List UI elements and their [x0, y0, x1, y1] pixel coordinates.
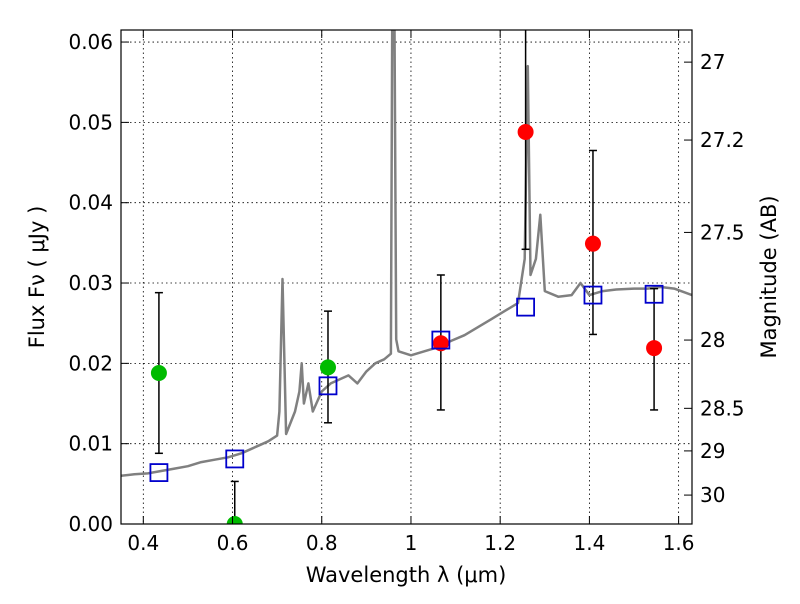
data-point-square: [644, 284, 664, 304]
y-tick-label: 0.00: [68, 512, 113, 536]
data-point: [432, 335, 449, 352]
x-tick-label: 0.6: [217, 531, 249, 555]
x-tick-label: 1.6: [663, 531, 695, 555]
y-axis-label: Flux Fν ( μJy ): [25, 206, 49, 349]
x-tick-label: 0.4: [127, 531, 159, 555]
x-tick-label: 1.4: [573, 531, 605, 555]
y-tick-label: 0.01: [68, 432, 113, 456]
data-point-square: [583, 285, 603, 305]
x-tick-label: 0.8: [306, 531, 338, 555]
right-tick-label: 28.5: [700, 396, 745, 420]
axis-ticks: 0.4 0.6 0.8 1 1.2 1.4 1.6 0.00 0.01 0.02 0.03 0.04 0…: [68, 30, 745, 555]
data-point: [319, 359, 336, 376]
data-point: [150, 364, 167, 381]
data-point: [584, 235, 601, 252]
right-axis-label: Magnitude (AB): [757, 195, 781, 358]
data-point-square: [225, 449, 245, 469]
right-tick-label: 30: [700, 483, 725, 507]
right-tick-label: 27.2: [700, 128, 745, 152]
data-point-square: [431, 330, 451, 350]
data-point: [226, 516, 243, 524]
data-point: [646, 340, 663, 357]
data-point-square: [318, 376, 338, 396]
y-tick-label: 0.04: [68, 191, 113, 215]
y-tick-label: 0.02: [68, 351, 113, 375]
y-tick-label: 0.06: [68, 30, 113, 54]
model-spectrum-line: [121, 30, 692, 478]
right-tick-label: 27.5: [700, 220, 745, 244]
x-axis-label: Wavelength λ (μm): [306, 563, 507, 587]
data-point-square: [149, 463, 169, 482]
plot-frame: [120, 29, 693, 525]
x-tick-label: 1: [405, 531, 418, 555]
series-layer: [121, 30, 692, 524]
x-tick-label: 1.2: [484, 531, 516, 555]
right-tick-label: 28: [700, 328, 725, 352]
data-point: [517, 124, 534, 141]
y-tick-label: 0.05: [68, 110, 113, 134]
data-point-square: [516, 297, 536, 317]
right-tick-label: 27: [700, 50, 725, 74]
y-tick-label: 0.03: [68, 271, 113, 295]
right-tick-label: 29: [700, 439, 725, 463]
grid: [121, 30, 692, 525]
